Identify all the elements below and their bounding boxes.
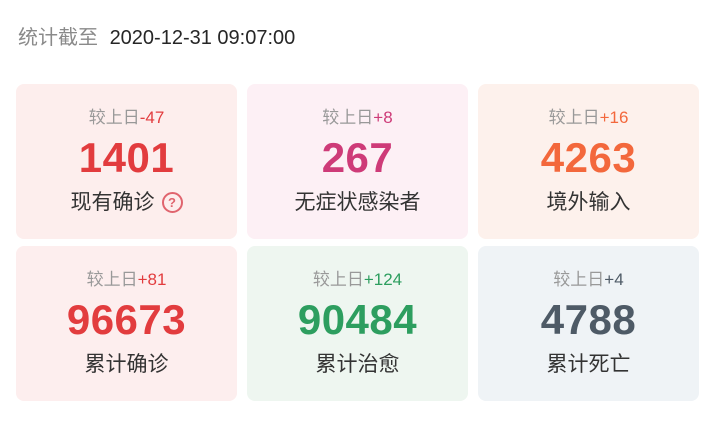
stat-card: 较上日+4 4788 累计死亡: [478, 246, 699, 401]
delta-value: -47: [139, 107, 165, 127]
stat-value: 90484: [297, 295, 418, 343]
stat-card: 较上日+16 4263 境外输入: [478, 84, 699, 239]
delta-line: 较上日+81: [87, 271, 167, 288]
delta-value: +81: [137, 269, 167, 289]
delta-prefix: 较上日: [88, 107, 140, 127]
stat-card: 较上日-47 1401 现有确诊 ?: [16, 84, 237, 239]
stat-card: 较上日+124 90484 累计治愈: [247, 246, 468, 401]
delta-line: 较上日-47: [89, 109, 165, 126]
delta-prefix: 较上日: [548, 107, 600, 127]
delta-value: +124: [363, 269, 403, 289]
help-icon[interactable]: ?: [161, 192, 183, 213]
stat-value: 267: [321, 133, 394, 181]
delta-line: 较上日+16: [549, 109, 629, 126]
delta-prefix: 较上日: [312, 269, 364, 289]
stat-label: 累计确诊: [84, 352, 169, 376]
stat-value: 1401: [78, 133, 175, 181]
stat-card: 较上日+81 96673 累计确诊: [16, 246, 237, 401]
stat-value: 4788: [540, 295, 637, 343]
delta-line: 较上日+124: [313, 271, 402, 288]
delta-line: 较上日+4: [553, 271, 623, 288]
stat-card: 较上日+8 267 无症状感染者: [247, 84, 468, 239]
delta-line: 较上日+8: [322, 109, 392, 126]
stat-value: 96673: [66, 295, 187, 343]
delta-prefix: 较上日: [322, 107, 374, 127]
delta-prefix: 较上日: [86, 269, 138, 289]
delta-value: +8: [373, 107, 393, 127]
stat-label: 累计死亡: [546, 352, 631, 376]
delta-value: +4: [604, 269, 624, 289]
stats-header-prefix: 统计截至: [18, 27, 98, 49]
stat-value: 4263: [540, 133, 637, 181]
stat-label: 无症状感染者: [294, 190, 421, 214]
stat-label: 境外输入: [546, 190, 631, 214]
stats-grid: 较上日-47 1401 现有确诊 ? 较上日+8 267 无症状感染者 较上日+…: [16, 84, 699, 401]
delta-prefix: 较上日: [553, 269, 605, 289]
stat-label: 累计治愈: [315, 352, 400, 376]
stats-header: 统计截至 2020-12-31 09:07:00: [18, 26, 724, 50]
stat-label: 现有确诊: [70, 190, 155, 214]
stats-timestamp: 2020-12-31 09:07:00: [109, 27, 296, 49]
delta-value: +16: [599, 107, 629, 127]
